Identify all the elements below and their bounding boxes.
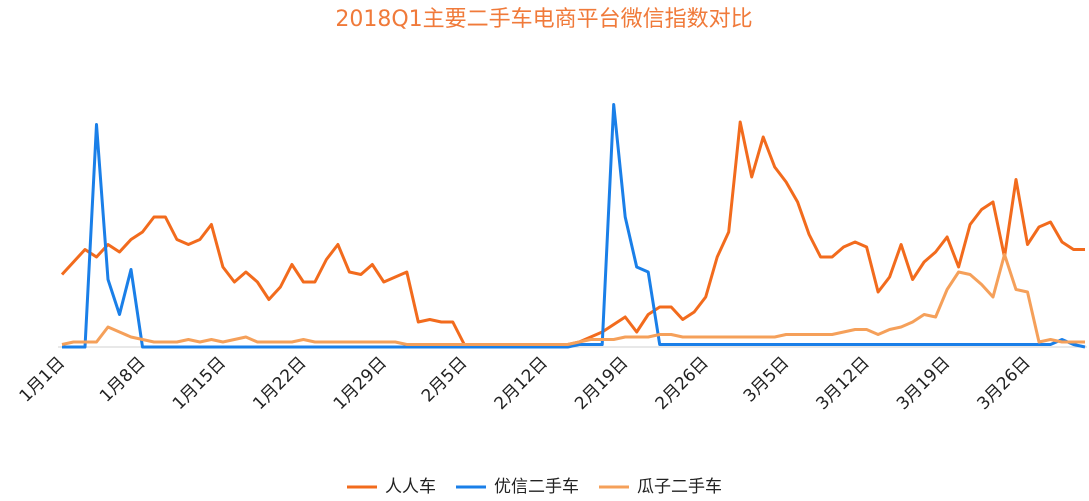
x-tick-label: 1月15日 [169,353,230,414]
x-tick-label: 1月8日 [96,353,149,406]
x-tick-label: 3月26日 [973,353,1034,414]
x-tick-label: 1月1日 [16,353,69,406]
legend-label: 瓜子二手车 [637,477,722,497]
x-tick-label: 1月29日 [330,353,391,414]
x-tick-label: 1月22日 [249,353,310,414]
x-tick-label: 2月26日 [652,353,713,414]
legend-label: 优信二手车 [494,477,579,497]
x-tick-label: 3月12日 [813,353,874,414]
chart-title: 2018Q1主要二手车电商平台微信指数对比 [335,7,752,32]
series-line [62,103,1086,349]
x-tick-label: 2月19日 [571,353,632,414]
x-tick-label: 3月5日 [740,353,793,406]
legend-label: 人人车 [385,477,436,497]
series-line [61,253,1085,346]
x-tick-label: 2月12日 [491,353,552,414]
x-tick-label: 2月5日 [418,353,471,406]
series-line [60,120,1085,346]
x-tick-label: 3月19日 [893,353,954,414]
